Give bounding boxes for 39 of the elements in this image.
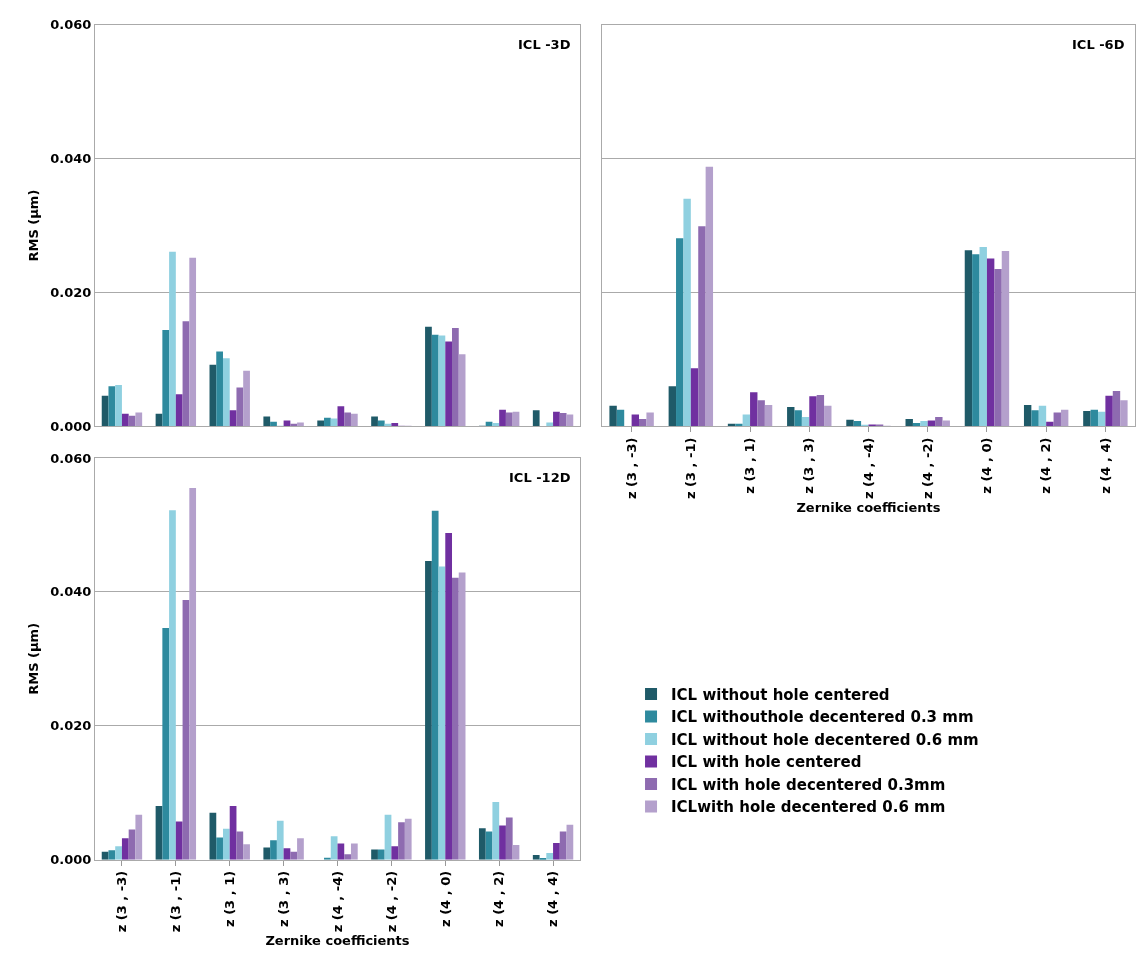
text: ICL -12D [509, 470, 571, 485]
legend-label: ICL without hole centered [671, 685, 890, 704]
x-tick-label: z (3 , 3) [801, 437, 817, 494]
y-tick-label: 0.020 [50, 718, 92, 734]
legend-label: ICL withouthole decentered 0.3 mm [671, 708, 974, 727]
x-tick-label: z (3 , 3) [275, 870, 291, 927]
x-tick-label: z (4 , 2) [491, 870, 507, 927]
x-tick-label: z (4 , 2) [1038, 437, 1054, 494]
x-tick-label: z (3 , -1) [683, 437, 699, 500]
x-tick-label: z (3 , 1) [742, 437, 758, 494]
legend-label: ICL without hole decentered 0.6 mm [671, 730, 979, 749]
y-tick-label: 0.000 [50, 852, 92, 868]
y-tick-label: 0.020 [50, 285, 92, 301]
x-tick-label: z (4 , 0) [437, 870, 453, 927]
x-tick-label: z (3 , -3) [114, 870, 130, 933]
x-tick-label: z (3 , -1) [168, 870, 184, 933]
x-tick-label: z (4 , -4) [860, 437, 876, 500]
x-tick-label: z (4 , 4) [545, 870, 561, 927]
x-tick-label: z (4 , -2) [919, 437, 935, 500]
y-tick-label: 0.040 [50, 151, 92, 167]
x-axis-title: Zernike coefficients [265, 932, 410, 948]
text: ICL -3D [518, 37, 571, 52]
x-tick-label: z (3 , 1) [221, 870, 237, 927]
y-tick-label: 0.040 [50, 584, 92, 600]
y-tick-label: 0.060 [50, 17, 92, 33]
y-axis-title: RMS (µm) [26, 189, 42, 262]
legend-label: ICL with hole centered [671, 753, 862, 772]
x-tick-label: z (4 , 0) [979, 437, 995, 494]
x-tick-label: z (4 , -2) [383, 870, 399, 933]
y-tick-label: 0.000 [50, 418, 92, 434]
y-tick-label: 0.060 [50, 450, 92, 466]
x-tick-label: z (4 , 4) [1097, 437, 1113, 494]
x-tick-label: z (4 , -4) [329, 870, 345, 933]
text: ICL -6D [1072, 37, 1125, 52]
legend-label: ICL with hole decentered 0.3mm [671, 775, 946, 794]
legend-label: ICLwith hole decentered 0.6 mm [671, 798, 946, 817]
x-tick-label: z (3 , -3) [623, 437, 639, 500]
x-axis-title: Zernike coefficients [796, 499, 941, 515]
y-axis-title: RMS (µm) [26, 622, 42, 695]
